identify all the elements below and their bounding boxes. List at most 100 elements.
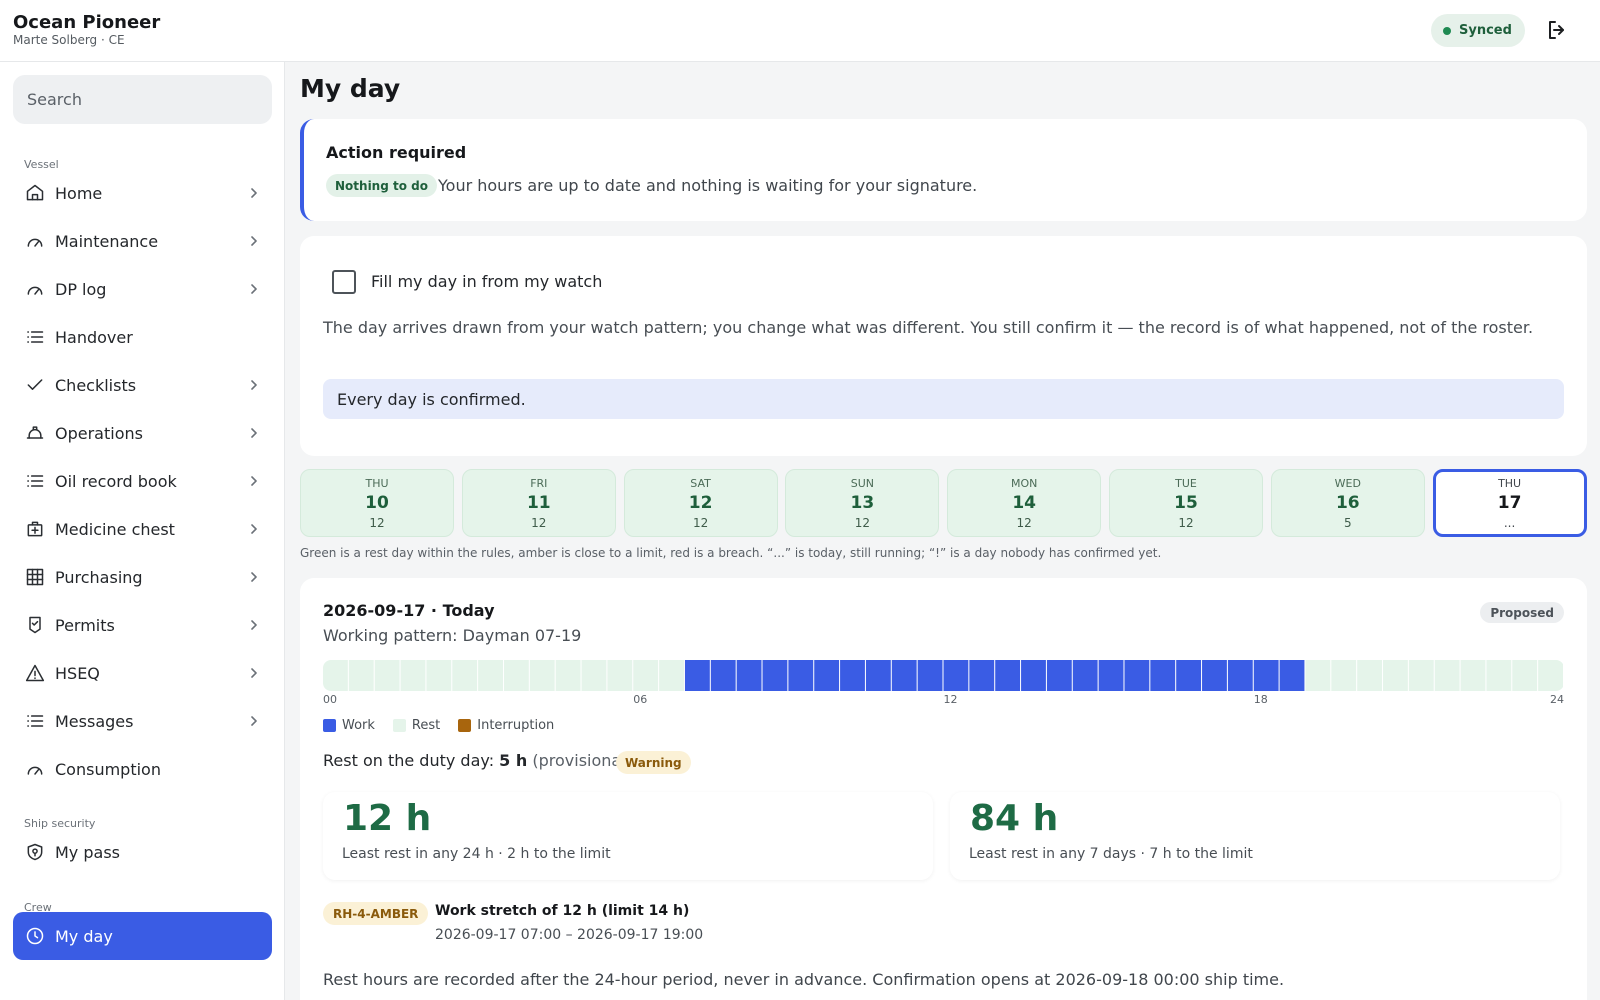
day-weekday: THU: [1498, 477, 1522, 490]
timeline-slot-rest[interactable]: [1486, 660, 1512, 691]
day-number: 14: [1012, 493, 1037, 513]
day-cell-6[interactable]: WED 16 5: [1270, 469, 1425, 537]
timeline-slot-rest[interactable]: [374, 660, 400, 691]
timeline-slot-work[interactable]: [1176, 660, 1202, 691]
sidebar-item-dp-log[interactable]: DP log: [13, 265, 272, 313]
timeline-slot-rest[interactable]: [1383, 660, 1408, 691]
timeline-slot-work[interactable]: [736, 660, 762, 691]
timeline-slot-work[interactable]: [1098, 660, 1124, 691]
finding-range: 2026-09-17 07:00 – 2026-09-17 19:00: [435, 927, 704, 943]
sidebar-item-label: My day: [55, 926, 113, 946]
sidebar-item-my-pass[interactable]: My pass: [13, 828, 272, 876]
timeline-slot-rest[interactable]: [555, 660, 581, 691]
chevron-right-icon: [251, 236, 257, 246]
sidebar-item-home[interactable]: Home: [13, 169, 272, 217]
sidebar-item-hseq[interactable]: HSEQ: [13, 649, 272, 697]
sidebar-item-maintenance[interactable]: Maintenance: [13, 217, 272, 265]
timeline-slot-rest[interactable]: [1512, 660, 1538, 691]
timeline-slot-work[interactable]: [1253, 660, 1279, 691]
timeline-slot-rest[interactable]: [1408, 660, 1434, 691]
hardhat-icon: [26, 426, 44, 439]
sidebar-item-operations[interactable]: Operations: [13, 409, 272, 457]
home-icon: [26, 184, 44, 201]
finding-title: Work stretch of 12 h (limit 14 h): [435, 903, 690, 919]
day-cell-5[interactable]: TUE 15 12: [1109, 469, 1263, 537]
timeline-slot-rest[interactable]: [1434, 660, 1460, 691]
timeline-slot-rest[interactable]: [1331, 660, 1357, 691]
timeline-slot-work[interactable]: [1227, 660, 1253, 691]
timeline-slot-work[interactable]: [710, 660, 736, 691]
sidebar-item-handover[interactable]: Handover: [13, 313, 272, 361]
check-icon: [27, 379, 43, 390]
timeline-slot-work[interactable]: [814, 660, 840, 691]
timeline-slot-rest[interactable]: [400, 660, 426, 691]
day-cell-7[interactable]: THU 17 ...: [1432, 469, 1587, 537]
timeline-slot-rest[interactable]: [1357, 660, 1383, 691]
timeline-slot-work[interactable]: [762, 660, 788, 691]
fill-from-watch-label[interactable]: Fill my day in from my watch: [371, 272, 603, 291]
chevron-right-icon: [251, 188, 257, 198]
day-weekday: MON: [1010, 477, 1038, 490]
timeline-slot-work[interactable]: [1124, 660, 1150, 691]
sidebar-item-oil-record-book[interactable]: Oil record book: [13, 457, 272, 505]
finding-code-badge: RH-4-AMBER: [323, 902, 429, 925]
day-cell-0[interactable]: THU 10 12: [300, 469, 454, 537]
day-cell-3[interactable]: SUN 13 12: [785, 469, 940, 537]
timeline-slot-work[interactable]: [1279, 660, 1305, 691]
timeline-slot-rest[interactable]: [529, 660, 555, 691]
day-cell-2[interactable]: SAT 12 12: [623, 469, 778, 537]
timeline-slot-work[interactable]: [1202, 660, 1227, 691]
timeline-slot-rest[interactable]: [1538, 660, 1563, 691]
timeline-slot-rest[interactable]: [478, 660, 503, 691]
gauge-icon: [27, 286, 43, 295]
key-label: Work: [342, 718, 375, 733]
timeline-slot-rest[interactable]: [503, 660, 529, 691]
timeline-slot-work[interactable]: [1046, 660, 1072, 691]
list-icon: [27, 331, 44, 343]
timeline-slot-work[interactable]: [943, 660, 969, 691]
sidebar-item-consumption[interactable]: Consumption: [13, 745, 272, 793]
timeline-slot-rest[interactable]: [323, 660, 348, 691]
sidebar-item-permits[interactable]: Permits: [13, 601, 272, 649]
timeline-slot-rest[interactable]: [581, 660, 607, 691]
search-input[interactable]: [13, 75, 272, 124]
sidebar-item-medicine-chest[interactable]: Medicine chest: [13, 505, 272, 553]
day-timeline[interactable]: [323, 660, 1564, 691]
sync-status-label: Synced: [1459, 23, 1512, 38]
timeline-slot-work[interactable]: [840, 660, 865, 691]
timeline-slot-work[interactable]: [1021, 660, 1046, 691]
timeline-slot-rest[interactable]: [633, 660, 659, 691]
timeline-slot-work[interactable]: [1072, 660, 1098, 691]
timeline-hour-label: 24: [1550, 693, 1564, 706]
day-rest-hours: ...: [1503, 516, 1516, 530]
proposed-badge: Proposed: [1480, 602, 1564, 623]
timeline-slot-rest[interactable]: [607, 660, 633, 691]
timeline-slot-work[interactable]: [917, 660, 943, 691]
fill-from-watch-checkbox[interactable]: [332, 270, 356, 294]
timeline-slot-rest[interactable]: [426, 660, 452, 691]
gauge-icon: [27, 238, 43, 247]
logout-icon[interactable]: [1545, 18, 1569, 42]
sidebar-item-my-day[interactable]: My day: [13, 912, 272, 960]
timeline-slot-rest[interactable]: [1460, 660, 1486, 691]
timeline-slot-work[interactable]: [788, 660, 814, 691]
timeline-slot-rest[interactable]: [452, 660, 478, 691]
timeline-slot-work[interactable]: [1150, 660, 1176, 691]
timeline-slot-rest[interactable]: [659, 660, 684, 691]
day-rest-hours: 12: [1016, 516, 1032, 530]
timeline-slot-work[interactable]: [865, 660, 891, 691]
sidebar-item-messages[interactable]: Messages: [13, 697, 272, 745]
timeline-slot-work[interactable]: [891, 660, 917, 691]
sidebar-item-checklists[interactable]: Checklists: [13, 361, 272, 409]
timeline-slot-rest[interactable]: [348, 660, 374, 691]
chevron-right-icon: [251, 428, 257, 438]
timeline-slot-rest[interactable]: [1305, 660, 1331, 691]
key-rest: Rest: [392, 718, 440, 733]
timeline-slot-work[interactable]: [995, 660, 1021, 691]
timeline-slot-work[interactable]: [969, 660, 995, 691]
sidebar-item-purchasing[interactable]: Purchasing: [13, 553, 272, 601]
permit-icon: [29, 616, 41, 634]
day-cell-4[interactable]: MON 14 12: [947, 469, 1102, 537]
timeline-slot-work[interactable]: [684, 660, 710, 691]
day-cell-1[interactable]: FRI 11 12: [461, 469, 616, 537]
